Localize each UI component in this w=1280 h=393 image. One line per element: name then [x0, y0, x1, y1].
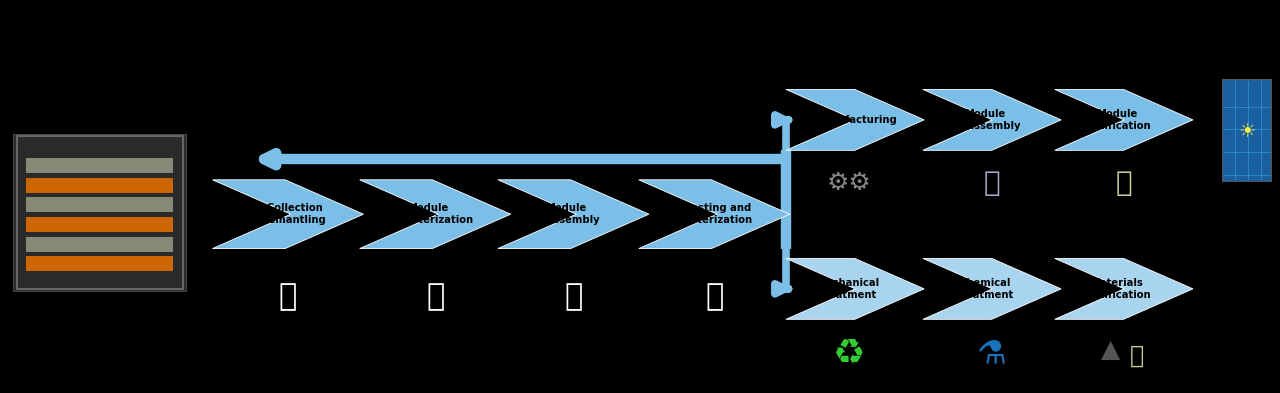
Polygon shape — [212, 180, 364, 248]
FancyBboxPatch shape — [13, 134, 186, 291]
Text: ☀: ☀ — [1238, 122, 1256, 141]
Text: 📦: 📦 — [564, 282, 582, 311]
Text: Module
Re-assembly: Module Re-assembly — [950, 109, 1021, 131]
FancyBboxPatch shape — [26, 158, 173, 173]
Polygon shape — [360, 180, 511, 248]
FancyBboxPatch shape — [26, 178, 173, 193]
Text: 📋: 📋 — [1116, 169, 1132, 197]
Text: Materials
certification: Materials certification — [1083, 278, 1151, 300]
Polygon shape — [498, 180, 649, 248]
Polygon shape — [1055, 259, 1193, 319]
Text: 🚚: 🚚 — [279, 282, 297, 311]
Text: Remanufacturing: Remanufacturing — [799, 115, 897, 125]
Polygon shape — [786, 90, 924, 150]
Text: 🔋: 🔋 — [426, 282, 444, 311]
Text: Module
disassembly: Module disassembly — [531, 203, 600, 225]
Text: ⚙⚙: ⚙⚙ — [827, 171, 870, 195]
Text: Module
certification: Module certification — [1083, 109, 1151, 131]
Polygon shape — [786, 259, 924, 319]
FancyBboxPatch shape — [26, 237, 173, 252]
Text: 📄: 📄 — [705, 282, 723, 311]
FancyBboxPatch shape — [1222, 79, 1271, 181]
Text: Mechanical
Treatment: Mechanical Treatment — [817, 278, 879, 300]
Text: ♻: ♻ — [832, 337, 865, 371]
Polygon shape — [1055, 90, 1193, 150]
FancyBboxPatch shape — [26, 217, 173, 232]
Text: 📋: 📋 — [1129, 343, 1144, 368]
FancyBboxPatch shape — [26, 256, 173, 271]
Text: ⚗: ⚗ — [977, 337, 1007, 370]
Text: 🗂: 🗂 — [984, 169, 1000, 197]
Polygon shape — [923, 259, 1061, 319]
Polygon shape — [639, 180, 790, 248]
Text: Pack Collection
and dismantling: Pack Collection and dismantling — [234, 203, 326, 225]
Text: Cell testing and
characterization: Cell testing and characterization — [660, 203, 753, 225]
Text: Module
characterization: Module characterization — [381, 203, 474, 225]
Text: ▲: ▲ — [1101, 338, 1121, 362]
FancyBboxPatch shape — [26, 197, 173, 212]
Text: Chemical
Treatment: Chemical Treatment — [956, 278, 1014, 300]
Polygon shape — [923, 90, 1061, 150]
